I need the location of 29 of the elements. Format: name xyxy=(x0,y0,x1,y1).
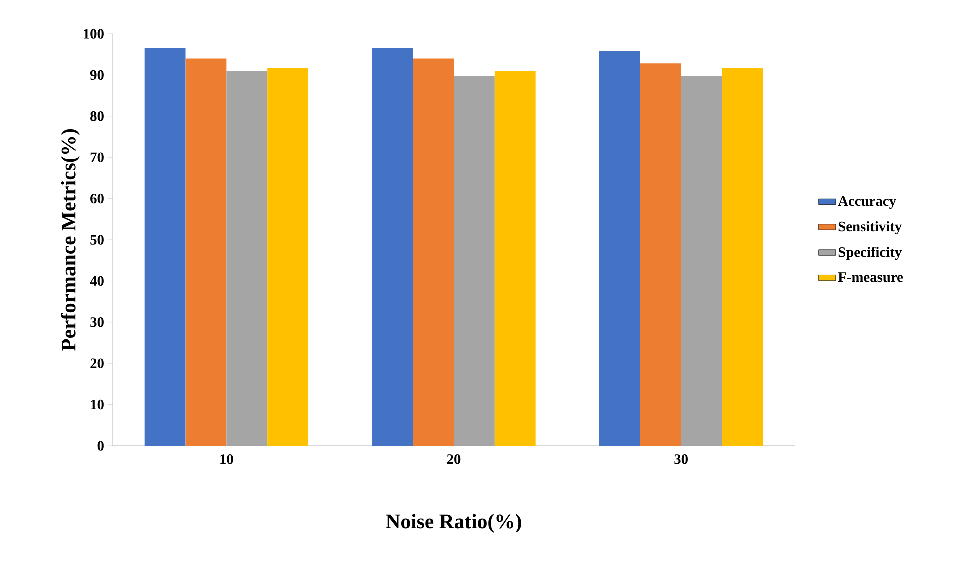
legend-label: Sensitivity xyxy=(838,221,902,235)
y-tick-label: 50 xyxy=(90,235,104,245)
y-tick-label: 0 xyxy=(98,441,104,451)
y-tick-label: 30 xyxy=(90,318,104,328)
bar xyxy=(413,58,454,446)
legend-label: F-measure xyxy=(838,272,904,282)
bar xyxy=(599,51,640,446)
bar xyxy=(722,68,764,446)
legend-label: Specificity xyxy=(838,246,902,260)
y-tick-label: 10 xyxy=(91,400,104,410)
y-tick-label: 90 xyxy=(90,70,104,80)
y-tick-label: 100 xyxy=(84,29,104,39)
y-tick-label: 80 xyxy=(90,112,104,122)
bar xyxy=(372,48,414,446)
bar xyxy=(494,71,536,446)
x-tick-label: 20 xyxy=(447,454,461,464)
y-tick-label: 60 xyxy=(90,194,104,204)
bar xyxy=(640,64,682,446)
x-axis-title: Noise Ratio(%) xyxy=(386,514,522,533)
y-tick-label: 40 xyxy=(90,276,104,286)
x-tick-label: 10 xyxy=(220,454,234,464)
x-tick-label: 30 xyxy=(674,454,688,464)
y-tick-label: 20 xyxy=(90,358,104,368)
y-tick-label: 70 xyxy=(90,152,104,162)
legend-label: Accuracy xyxy=(838,196,896,210)
y-axis-title: Performance Metrics(%) xyxy=(60,129,80,352)
bar xyxy=(268,68,309,446)
bar xyxy=(186,58,227,446)
bar xyxy=(144,48,186,446)
